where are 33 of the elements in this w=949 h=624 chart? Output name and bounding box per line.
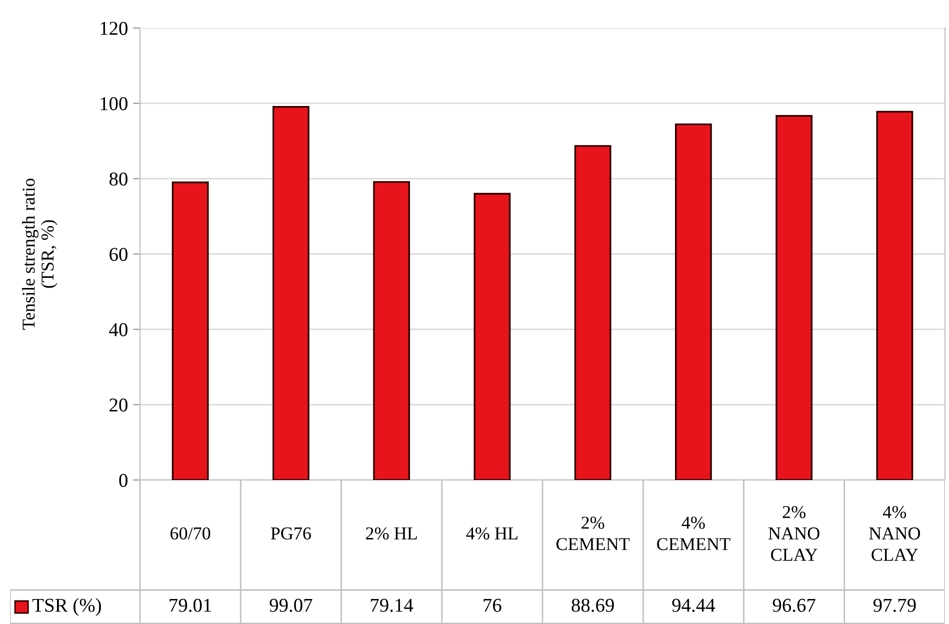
x-tick-label: 2% NANO CLAY (768, 506, 820, 561)
bar (776, 115, 813, 480)
data-label: 88.69 (572, 598, 614, 612)
y-tick-label: 80 (109, 172, 128, 186)
y-axis-title: Tensile strength ratio (TSR, %) (22, 178, 58, 330)
x-tick-label: 60/70 (170, 527, 210, 540)
y-tick-label: 120 (100, 22, 128, 35)
bar (272, 106, 310, 480)
x-tick-label: 2% CEMENT (556, 516, 630, 550)
bar (574, 145, 612, 480)
data-label: 97.79 (873, 598, 916, 612)
y-tick-label: 60 (110, 248, 128, 261)
x-tick-label: 4% CEMENT (657, 516, 730, 550)
data-label: 79.01 (170, 598, 212, 612)
data-label: 94.44 (672, 598, 716, 612)
x-tick-label: 2% HL (366, 527, 417, 540)
bar (373, 181, 410, 480)
bar (674, 123, 712, 480)
legend-label: TSR (%) (32, 598, 101, 616)
y-tick-label: 40 (109, 323, 128, 336)
data-label: 96.67 (772, 598, 816, 612)
y-tick-label: 100 (100, 97, 128, 110)
x-tick-label: 4% HL (466, 527, 518, 540)
x-tick-label: 4% NANO CLAY (869, 506, 920, 561)
y-tick-label: 0 (119, 474, 128, 487)
bar (172, 182, 209, 480)
x-tick-label: PG76 (270, 527, 311, 540)
data-label: 76 (484, 598, 502, 612)
y-tick-label: 20 (110, 398, 128, 412)
bar (876, 110, 914, 480)
bar (474, 192, 511, 480)
data-label: 79.14 (370, 598, 414, 612)
data-label: 99.07 (270, 598, 312, 612)
